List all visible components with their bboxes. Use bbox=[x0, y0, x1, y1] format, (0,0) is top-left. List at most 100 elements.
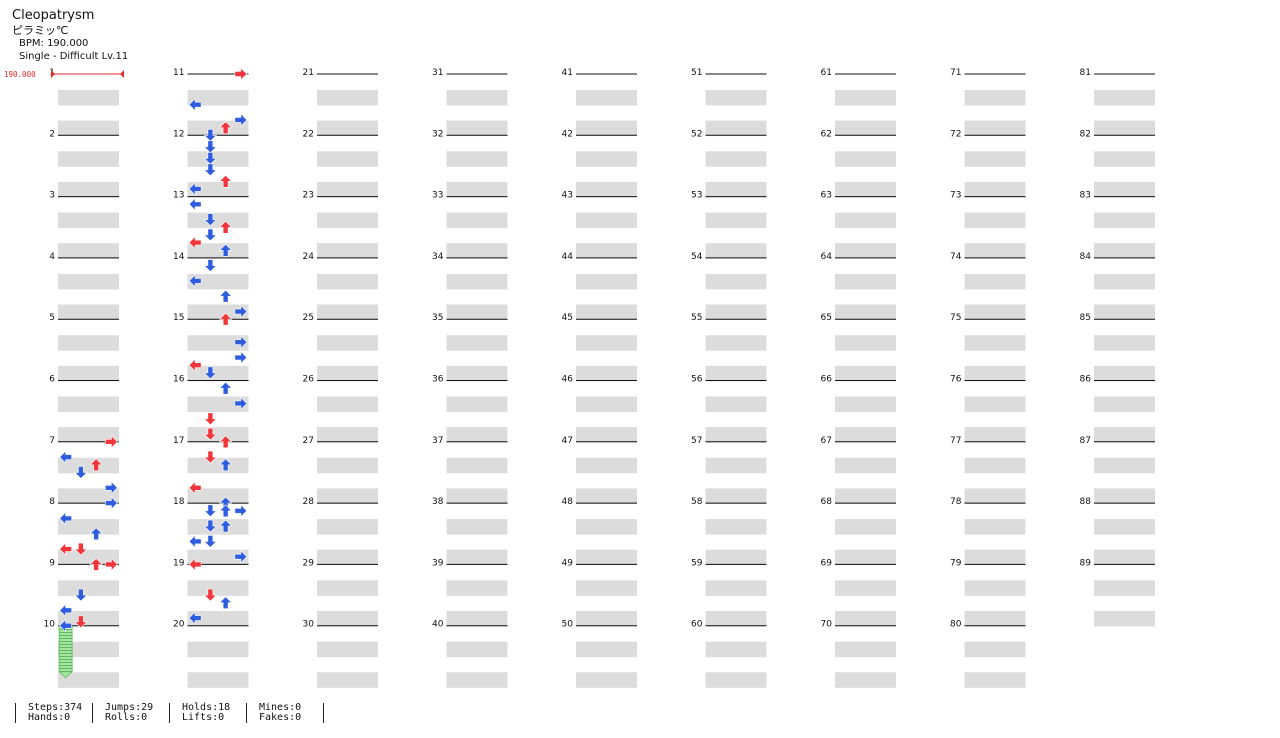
lane-shade bbox=[576, 672, 637, 688]
lane-shade bbox=[187, 181, 249, 198]
lane-shade bbox=[705, 427, 767, 443]
lane-shade bbox=[187, 120, 249, 137]
measure-number: 36 bbox=[432, 375, 444, 385]
lane-shade bbox=[964, 672, 1026, 688]
lane-shade bbox=[705, 365, 767, 382]
lane-shade bbox=[1094, 212, 1155, 229]
measure-number: 18 bbox=[173, 497, 185, 507]
lane-shade bbox=[1094, 243, 1155, 259]
lane-shade bbox=[1094, 304, 1155, 320]
lane-shade bbox=[705, 396, 767, 412]
arrow-down-note bbox=[203, 519, 218, 533]
lane-shade bbox=[1094, 273, 1155, 290]
stat-steps: Steps:374 bbox=[28, 702, 83, 713]
stats-end-divider bbox=[323, 703, 324, 723]
lane-shade bbox=[317, 212, 378, 229]
arrow-up-note bbox=[218, 504, 233, 518]
measure-number: 47 bbox=[562, 436, 573, 446]
measure-number: 75 bbox=[950, 313, 961, 323]
measure-number: 60 bbox=[691, 620, 703, 630]
measure-number: 27 bbox=[303, 436, 314, 446]
lane-shade bbox=[835, 641, 896, 658]
lane-shade bbox=[58, 549, 119, 566]
lane-shade bbox=[187, 672, 249, 688]
lane-shade bbox=[1094, 611, 1155, 627]
measure-number: 67 bbox=[821, 436, 832, 446]
lane-shade bbox=[317, 120, 378, 137]
lane-shade bbox=[187, 273, 249, 290]
lane-shade bbox=[705, 335, 767, 351]
measure-number: 52 bbox=[691, 129, 702, 139]
lane-shade bbox=[58, 457, 119, 474]
measure-number: 64 bbox=[821, 252, 833, 262]
measure-number: 80 bbox=[950, 620, 962, 630]
measure-number: 17 bbox=[173, 436, 184, 446]
arrow-left-note bbox=[188, 274, 202, 288]
lane-shade bbox=[58, 181, 119, 198]
arrow-up-note bbox=[218, 435, 233, 449]
lane-shade bbox=[705, 672, 767, 688]
lane-shade bbox=[835, 120, 896, 137]
arrow-right-note bbox=[234, 304, 248, 319]
bpm-marker-line bbox=[51, 70, 124, 78]
measure-number: 53 bbox=[691, 191, 702, 201]
lane-shade bbox=[1094, 457, 1155, 474]
stats-mines-col: Mines:0 Fakes:0 bbox=[246, 703, 301, 723]
lane-shade bbox=[58, 519, 119, 535]
lane-shade bbox=[446, 335, 508, 351]
lane-shade bbox=[964, 335, 1026, 351]
measure-number: 81 bbox=[1080, 68, 1091, 78]
measure-number: 31 bbox=[432, 68, 443, 78]
lane-shade bbox=[187, 427, 249, 443]
lane-shade bbox=[446, 641, 508, 658]
lane-shade bbox=[964, 243, 1026, 259]
measure-number: 61 bbox=[821, 68, 832, 78]
lane-shade bbox=[835, 212, 896, 229]
measure-number: 42 bbox=[562, 129, 573, 139]
measure-number: 38 bbox=[432, 497, 444, 507]
lane-shade bbox=[446, 611, 508, 627]
lane-shade bbox=[576, 580, 637, 596]
arrow-up-note bbox=[218, 289, 233, 303]
measure-number: 73 bbox=[950, 191, 961, 201]
lane-shade bbox=[1094, 151, 1155, 167]
lane-shade bbox=[576, 212, 637, 229]
measure-number: 3 bbox=[49, 191, 55, 201]
lane-shade bbox=[1094, 549, 1155, 566]
lane-shade bbox=[58, 212, 119, 229]
arrow-up-note bbox=[89, 527, 103, 541]
lane-shade bbox=[58, 580, 119, 596]
lane-shade bbox=[446, 181, 508, 198]
measure-number: 8 bbox=[49, 497, 55, 507]
lane-shade bbox=[446, 672, 508, 688]
stats-holds-col: Holds:18 Lifts:0 bbox=[169, 703, 230, 723]
lane-shade bbox=[705, 273, 767, 290]
lane-shade bbox=[187, 580, 249, 596]
measure-number: 63 bbox=[821, 191, 832, 201]
lane-shade bbox=[705, 120, 767, 137]
lane-shade bbox=[705, 304, 767, 320]
arrow-down-note bbox=[203, 213, 218, 227]
measure-number: 22 bbox=[303, 129, 314, 139]
lane-shade bbox=[835, 243, 896, 259]
lane-shade bbox=[187, 488, 249, 504]
arrow-up-note bbox=[218, 519, 233, 533]
arrow-down-note bbox=[203, 450, 218, 464]
measure-number: 45 bbox=[562, 313, 573, 323]
lane-shade bbox=[446, 519, 508, 535]
lane-shade bbox=[576, 611, 637, 627]
song-title: Cleopatrysm bbox=[12, 8, 95, 23]
arrow-left-note bbox=[188, 611, 202, 625]
lane-shade bbox=[58, 120, 119, 137]
measure-number: 78 bbox=[950, 497, 962, 507]
lane-shade bbox=[187, 457, 249, 474]
lane-shade bbox=[964, 151, 1026, 167]
stats-jumps-col: Jumps:29 Rolls:0 bbox=[92, 703, 153, 723]
stat-holds: Holds:18 bbox=[182, 702, 231, 713]
arrow-down-note bbox=[203, 504, 218, 518]
measure-number: 7 bbox=[49, 436, 55, 446]
arrow-right-note bbox=[105, 435, 118, 449]
arrow-left-note bbox=[188, 557, 202, 572]
arrow-left-note bbox=[59, 603, 72, 618]
arrow-left-note bbox=[59, 450, 72, 464]
